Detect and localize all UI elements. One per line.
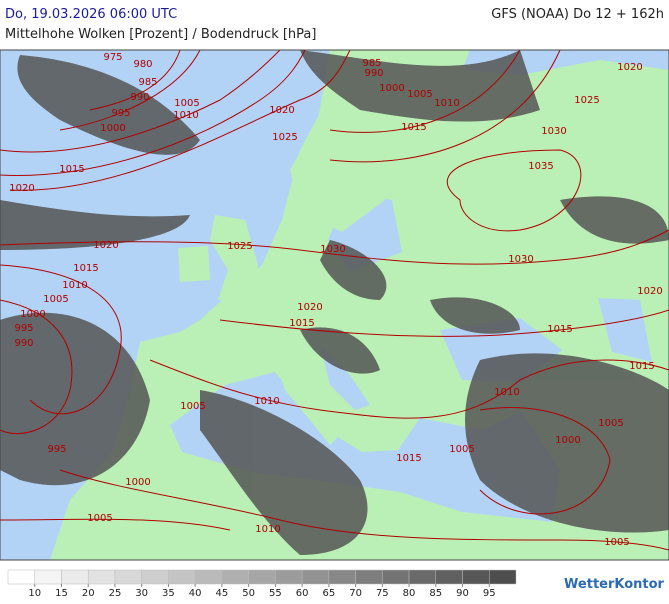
isobar-label: 1025 xyxy=(272,132,297,143)
isobar-label: 1015 xyxy=(547,324,572,335)
clouds xyxy=(0,50,669,555)
legend-tick-label: 65 xyxy=(322,588,335,599)
legend-tick-label: 75 xyxy=(376,588,389,599)
legend-tick-label: 80 xyxy=(403,588,416,599)
isobar-label: 1030 xyxy=(541,126,566,137)
legend: 10 15 20 25 30 35 40 45 50 55 60 65 70 75 80 85 90 95 xyxy=(7,569,517,599)
brand: WetterKontor xyxy=(564,577,665,592)
legend-swatch xyxy=(382,569,410,585)
legend-tick-label: 70 xyxy=(349,588,362,599)
legend-swatch xyxy=(328,569,356,585)
legend-swatch xyxy=(34,569,62,585)
legend-tick-label: 55 xyxy=(269,588,282,599)
isobar-label: 1005 xyxy=(598,418,623,429)
legend-tick-label: 45 xyxy=(216,588,229,599)
isobar-label: 1005 xyxy=(407,89,432,100)
isobar-label: 990 xyxy=(130,92,149,103)
legend-swatch xyxy=(248,569,276,585)
isobar-label: 1015 xyxy=(396,453,421,464)
map-frame xyxy=(0,49,669,561)
isobar-label: 1020 xyxy=(637,286,662,297)
isobar-label: 1020 xyxy=(617,62,642,73)
legend-tick-label: 85 xyxy=(429,588,442,599)
isobar-label: 1030 xyxy=(320,244,345,255)
isobar-label: 1010 xyxy=(255,524,280,535)
legend-tick-label: 30 xyxy=(135,588,148,599)
legend-tick-label: 35 xyxy=(162,588,175,599)
isobar-label: 1025 xyxy=(227,241,252,252)
legend-swatch xyxy=(275,569,303,585)
isobar-label: 1015 xyxy=(73,263,98,274)
isobar-label: 1000 xyxy=(125,477,150,488)
isobar-label: 1010 xyxy=(62,280,87,291)
isobar-label: 1010 xyxy=(254,396,279,407)
isobar-label: 1000 xyxy=(20,309,45,320)
isobar-label: 990 xyxy=(364,68,383,79)
isobar-labels: 9759809859909951000100510101015102010201… xyxy=(9,52,662,548)
map: 9759809859909951000100510101015102010201… xyxy=(0,50,669,560)
isobar-label: 1010 xyxy=(434,98,459,109)
isobar-label: 1020 xyxy=(269,105,294,116)
isobar-label: 1020 xyxy=(297,302,322,313)
legend-tick-label: 15 xyxy=(55,588,68,599)
isobar-label: 1005 xyxy=(43,294,68,305)
legend-swatch xyxy=(7,569,35,585)
legend-swatch xyxy=(489,569,517,585)
subtitle: Mittelhohe Wolken [Prozent] / Bodendruck… xyxy=(5,27,316,42)
isobar-label: 995 xyxy=(47,444,66,455)
isobar-label: 1020 xyxy=(9,183,34,194)
legend-tick-label: 50 xyxy=(242,588,255,599)
legend-swatch xyxy=(408,569,437,585)
isobar-label: 1005 xyxy=(180,401,205,412)
isobar-label: 1005 xyxy=(604,537,629,548)
legend-swatch xyxy=(462,569,490,585)
legend-tick-label: 20 xyxy=(82,588,95,599)
legend-tick-label: 25 xyxy=(109,588,122,599)
legend-swatch xyxy=(61,569,89,585)
isobar-label: 995 xyxy=(14,323,33,334)
isobar-label: 1000 xyxy=(100,123,125,134)
isobar-label: 980 xyxy=(133,59,152,70)
isobar-label: 1035 xyxy=(528,161,553,172)
legend-swatch xyxy=(435,569,463,585)
isobar-label: 1030 xyxy=(508,254,533,265)
isobar-label: 985 xyxy=(362,58,381,69)
legend-tick-label: 10 xyxy=(28,588,41,599)
isobar-label: 990 xyxy=(14,338,33,349)
legend-tick-label: 40 xyxy=(189,588,202,599)
isobar-label: 1005 xyxy=(174,98,199,109)
legend-tick-label: 95 xyxy=(483,588,496,599)
isobar-label: 1020 xyxy=(93,240,118,251)
isobar-label: 1000 xyxy=(555,435,580,446)
legend-swatch xyxy=(168,569,196,585)
isobar-label: 1015 xyxy=(629,361,654,372)
legend-swatch xyxy=(141,569,169,585)
isobar-label: 1010 xyxy=(494,387,519,398)
legend-swatch xyxy=(221,569,249,585)
legend-tick-label: 90 xyxy=(456,588,469,599)
isobar-label: 1005 xyxy=(87,513,112,524)
legend-swatch xyxy=(114,569,142,585)
legend-swatch xyxy=(194,569,223,585)
isobar-label: 975 xyxy=(103,52,122,63)
legend-tick-label: 60 xyxy=(296,588,309,599)
date-title: Do, 19.03.2026 06:00 UTC xyxy=(5,7,177,22)
isobar-label: 1000 xyxy=(379,83,404,94)
isobar-label: 1005 xyxy=(449,444,474,455)
model-label: GFS (NOAA) Do 12 + 162h xyxy=(491,7,664,22)
isobar-label: 995 xyxy=(111,108,130,119)
legend-swatch xyxy=(87,569,116,585)
isobar-label: 1010 xyxy=(173,110,198,121)
isobars xyxy=(0,50,669,551)
legend-swatch xyxy=(301,569,330,585)
isobar-label: 1015 xyxy=(289,318,314,329)
isobar-label: 1015 xyxy=(59,164,84,175)
legend-swatch xyxy=(355,569,383,585)
isobar-label: 985 xyxy=(138,77,157,88)
isobar-label: 1015 xyxy=(401,122,426,133)
isobar-label: 1025 xyxy=(574,95,599,106)
